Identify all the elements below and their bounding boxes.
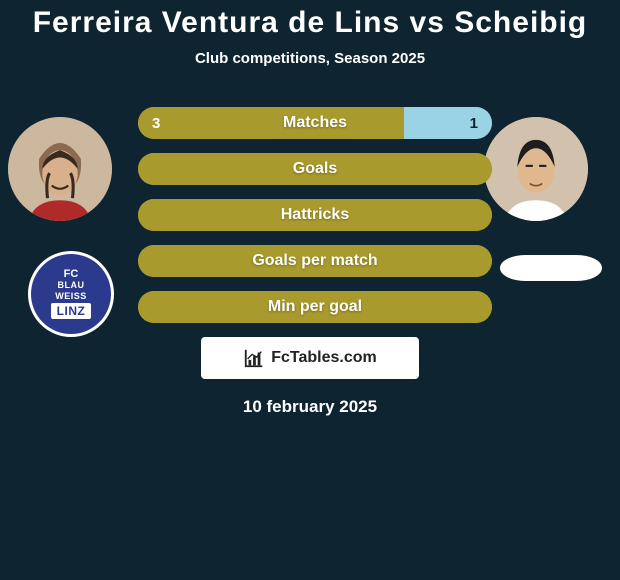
stat-bar-label: Matches <box>283 114 347 132</box>
club-left-box: LINZ <box>51 303 92 319</box>
club-left-line1: BLAU <box>58 280 85 291</box>
stat-bars: 3 1 Matches Goals Hattricks Goals per match Mi… <box>138 107 492 323</box>
stat-bar-row: Goals <box>138 153 492 185</box>
person-icon <box>484 117 588 221</box>
stat-bar-row: Goals per match <box>138 245 492 277</box>
stat-bar-value-right: 1 <box>470 115 478 132</box>
stat-bar-fill-right <box>404 107 493 139</box>
subtitle: Club competitions, Season 2025 <box>0 50 620 67</box>
bar-chart-icon <box>243 347 265 369</box>
stat-bar-row: 3 1 Matches <box>138 107 492 139</box>
date-text: 10 february 2025 <box>0 397 620 417</box>
stat-bar-value-left: 3 <box>152 115 160 132</box>
person-icon <box>8 117 112 221</box>
stat-bar-label: Goals <box>293 160 337 178</box>
branding-badge: FcTables.com <box>201 337 419 379</box>
club-left-badge: FC BLAU WEISS LINZ <box>28 251 114 337</box>
branding-text: FcTables.com <box>271 349 377 367</box>
stat-bar-row: Hattricks <box>138 199 492 231</box>
stat-bar-fill-left <box>138 107 404 139</box>
player-right-avatar <box>484 117 588 221</box>
club-right-badge <box>500 255 602 281</box>
club-left-fc: FC <box>64 269 79 280</box>
page-title: Ferreira Ventura de Lins vs Scheibig <box>0 0 620 40</box>
stat-bar-label: Hattricks <box>281 206 349 224</box>
player-left-avatar <box>8 117 112 221</box>
stat-bar-row: Min per goal <box>138 291 492 323</box>
stat-bar-label: Min per goal <box>268 298 362 316</box>
comparison-panel: FC BLAU WEISS LINZ 3 1 Matches Goals Hattric… <box>0 107 620 323</box>
stat-bar-label: Goals per match <box>252 252 377 270</box>
club-left-line2: WEISS <box>55 291 87 302</box>
